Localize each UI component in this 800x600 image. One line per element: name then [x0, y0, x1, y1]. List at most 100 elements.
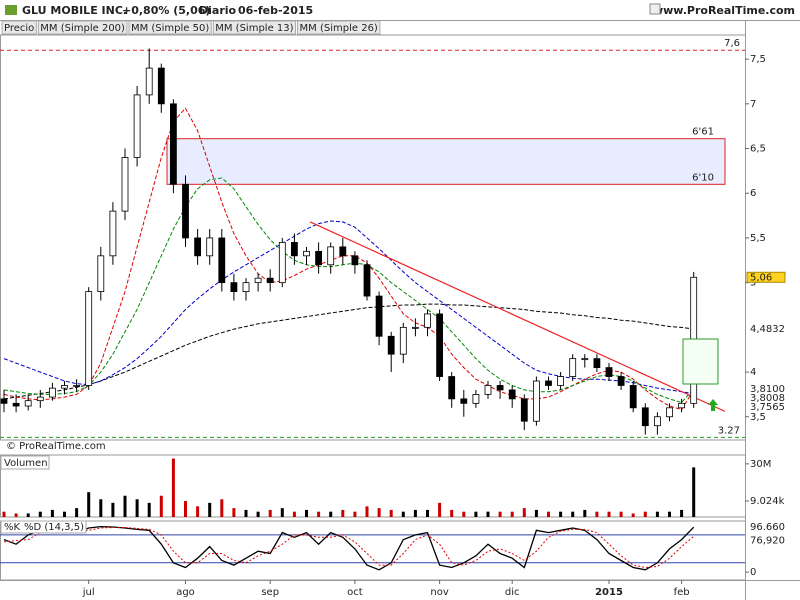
y-tick-label: 4: [750, 367, 756, 378]
y-tick-label: 5,5: [750, 233, 766, 244]
candle-body: [230, 282, 238, 292]
volume-bar: [171, 458, 175, 517]
volume-bar: [498, 511, 502, 517]
volume-bar: [87, 492, 91, 517]
candle-body: [641, 407, 649, 427]
x-tick-label: feb: [674, 587, 690, 598]
volume-bar: [559, 511, 563, 517]
volume-bar: [426, 509, 429, 517]
moving-average: [3, 303, 694, 400]
candle-body: [254, 277, 262, 284]
x-tick-label: dic: [505, 587, 520, 598]
candle-body: [654, 416, 661, 427]
volume-bar: [571, 511, 575, 517]
candle-body: [617, 376, 625, 386]
volume-bar: [438, 502, 442, 517]
moving-average: [3, 107, 695, 411]
x-tick-label: nov: [430, 587, 448, 598]
zone: [166, 138, 726, 185]
volume-bar: [50, 509, 54, 517]
volume-bar: [619, 511, 623, 517]
y-tick-label: 6,5: [750, 144, 766, 155]
symbol: GLU MOBILE INC.: [22, 4, 127, 17]
volume-bar: [522, 508, 526, 517]
window-button[interactable]: [649, 3, 661, 15]
zone-bottom-label: 6'10: [692, 172, 714, 183]
legend-box: [212, 20, 297, 35]
volume-bar: [341, 509, 345, 517]
candle-body: [375, 295, 383, 337]
volume-bar: [63, 511, 66, 517]
up-arrow: [708, 399, 718, 411]
candle-body: [666, 407, 673, 418]
candle-body: [109, 210, 117, 257]
candle-body: [61, 385, 68, 389]
price-tag-label: 5,06: [750, 272, 772, 283]
price-tag-label: 3,7565: [750, 402, 785, 413]
volume-bar: [196, 506, 200, 517]
header-bar: [0, 0, 800, 20]
candle-body: [581, 358, 589, 361]
volume-bar: [547, 511, 550, 517]
candle-body: [315, 250, 323, 266]
candle-body: [278, 242, 286, 284]
volume-bar: [680, 509, 684, 517]
volume-bar: [159, 495, 163, 517]
candle-body: [484, 385, 492, 395]
x-tick-label: oct: [347, 587, 363, 598]
candle-body: [508, 389, 516, 400]
level-label: 3.27: [718, 425, 740, 436]
volume-bar: [184, 501, 187, 517]
volume-bar: [38, 511, 42, 517]
volume-bar: [474, 511, 478, 517]
candle-body: [363, 264, 371, 297]
candle-body: [97, 255, 105, 292]
volume-bar: [26, 513, 30, 517]
candle-body: [24, 400, 32, 407]
candle-body: [339, 246, 347, 257]
x-tick-label: sep: [261, 587, 279, 598]
volume-bar: [668, 511, 671, 517]
candle-body: [472, 394, 480, 404]
volume-bar: [135, 499, 139, 517]
volume-bar: [99, 499, 103, 517]
volume-bar: [2, 511, 6, 517]
candle-body: [533, 380, 540, 422]
candle-body: [593, 358, 601, 368]
candle-body: [85, 291, 93, 386]
volume-bar: [353, 511, 357, 517]
target-box: [682, 338, 719, 385]
price-tag: [747, 393, 785, 404]
moving-average: [3, 177, 695, 404]
copyright: © ProRealTime.com: [6, 441, 106, 452]
volume-bar: [280, 508, 284, 517]
candle-body: [290, 242, 298, 257]
candle-body: [133, 94, 141, 158]
y-tick-label: 6: [750, 188, 756, 199]
legend-label: MM (Simple 26): [300, 23, 378, 34]
volume-bar: [377, 508, 381, 517]
candle-body: [387, 335, 395, 355]
candle-body: [629, 385, 637, 409]
candle-body: [545, 380, 552, 386]
candle-body: [242, 282, 250, 292]
y-tick-label: 3,5: [750, 412, 766, 423]
volume-bar: [595, 511, 599, 517]
oscillator-line: [3, 527, 695, 569]
volume-bar: [256, 511, 260, 517]
candle-body: [36, 396, 44, 402]
volume-bar: [232, 508, 236, 517]
panel-title-box: [0, 520, 87, 534]
volume-bar: [317, 511, 321, 517]
volume-bar: [208, 502, 212, 517]
volume-bar: [413, 509, 417, 517]
y-tick-label: 9.024k: [750, 496, 785, 507]
price-tag: [747, 323, 785, 334]
candle-body: [266, 277, 274, 284]
volume-bar: [607, 511, 611, 517]
y-tick-label: 7,5: [750, 54, 766, 65]
volume-bar: [534, 509, 538, 517]
candle-body: [327, 246, 335, 266]
